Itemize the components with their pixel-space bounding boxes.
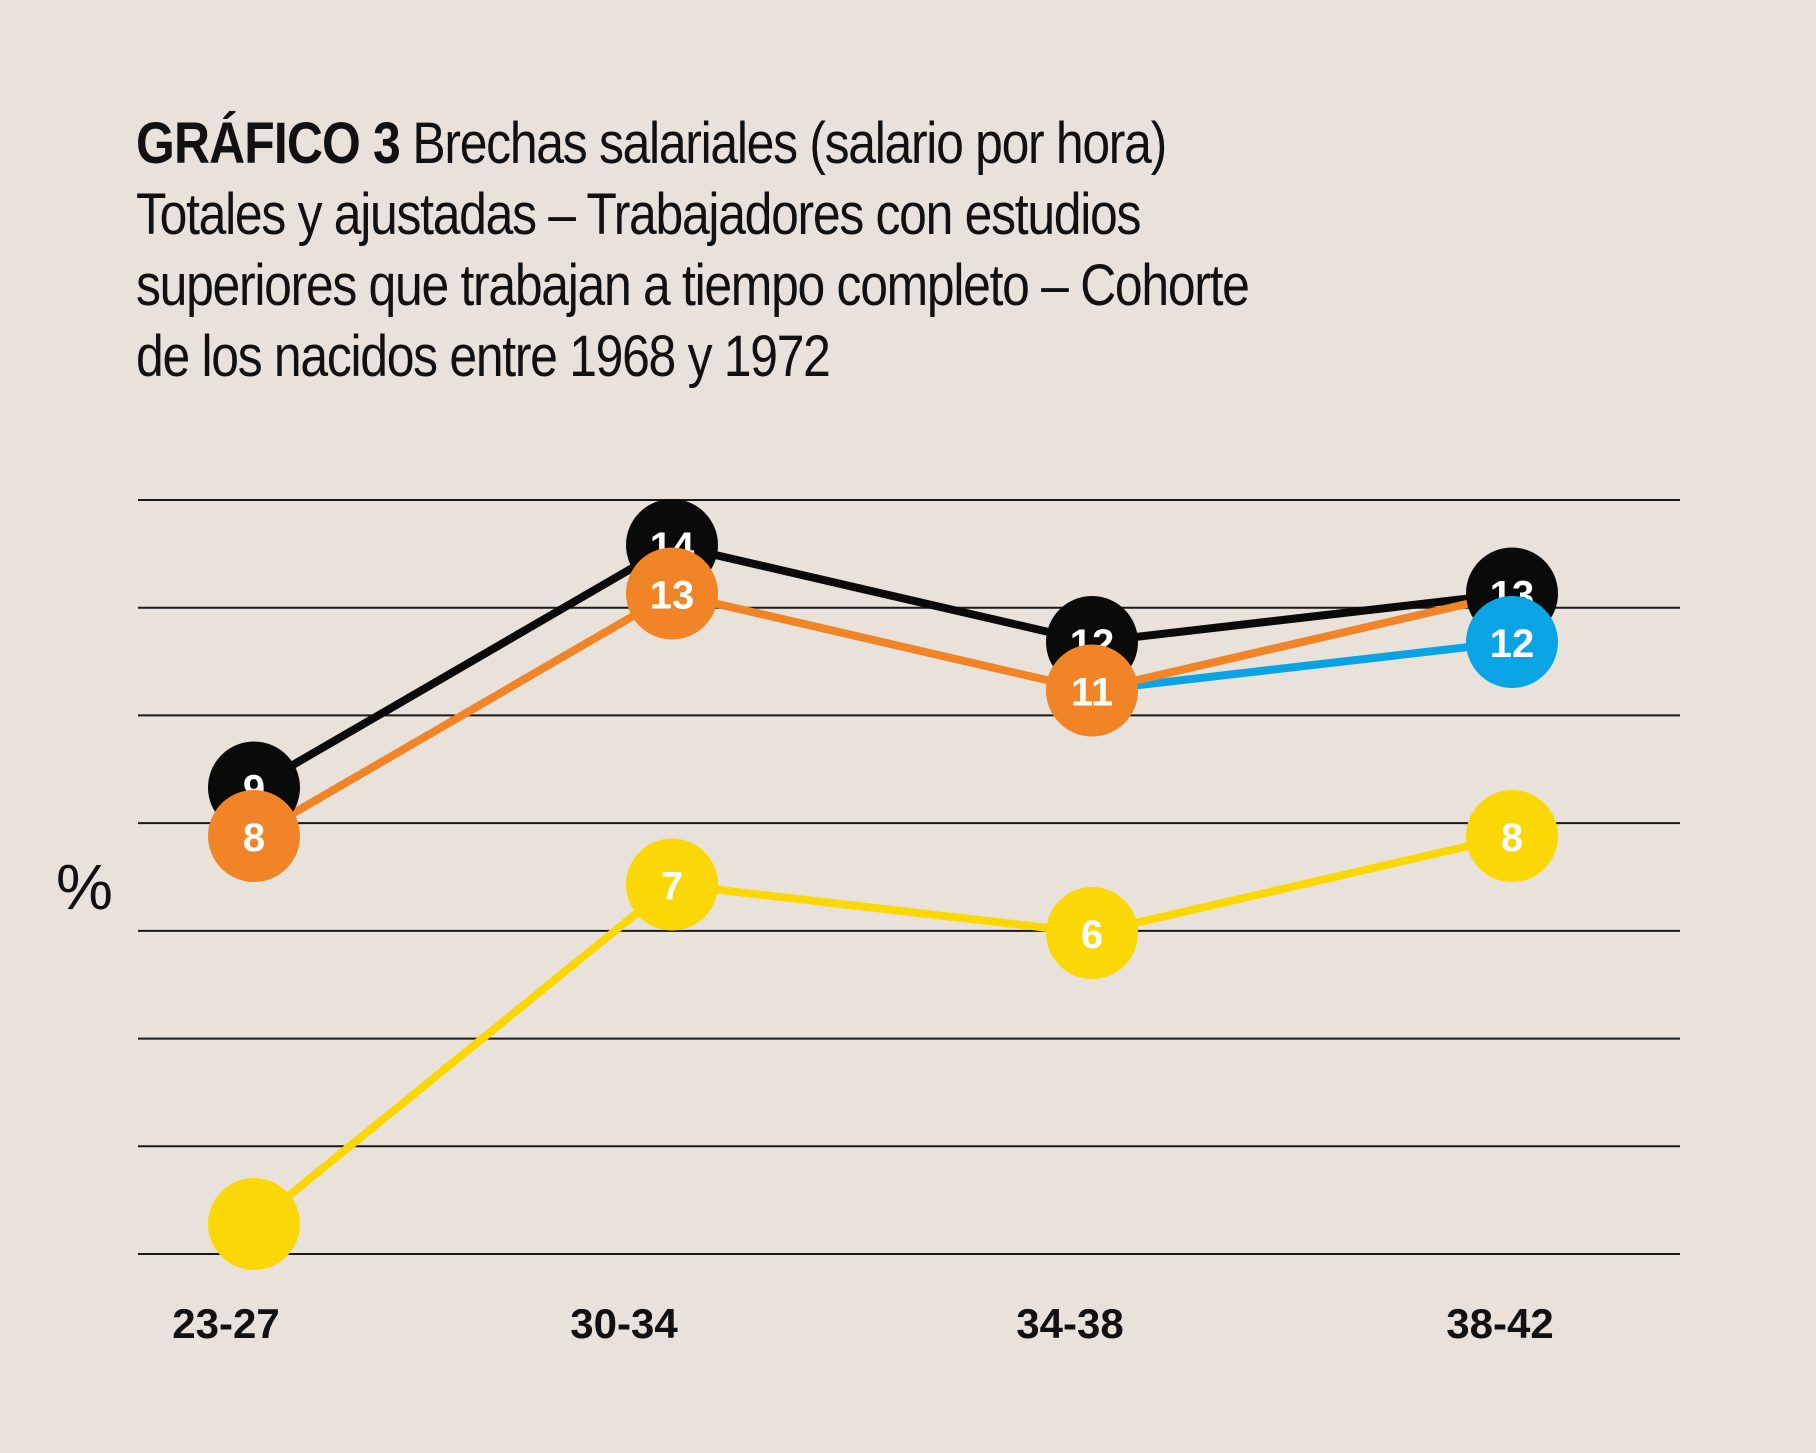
data-point-yellow <box>626 838 718 931</box>
series-line-orange <box>251 589 1513 840</box>
data-label-blue: 12 <box>1490 622 1535 666</box>
chart-title: GRÁFICO 3 Brechas salariales (salario po… <box>136 108 1478 392</box>
data-label-orange: 11 <box>1071 671 1113 715</box>
title-line-2: Totales y ajustadas – Trabajadores con e… <box>136 182 1141 247</box>
title-line-1: GRÁFICO 3 Brechas salariales (salario po… <box>136 108 1478 179</box>
data-label-yellow: 6 <box>1081 913 1103 957</box>
title-line-3: superiores que trabajan a tiempo complet… <box>136 253 1250 318</box>
title-line-4: de los nacidos entre 1968 y 1972 <box>136 324 831 389</box>
data-point-yellow <box>1046 887 1138 979</box>
x-tick-label: 30-34 <box>570 1300 678 1347</box>
data-point-yellow <box>1466 790 1558 882</box>
x-tick-label: 38-42 <box>1446 1300 1553 1347</box>
data-point-yellow <box>208 1178 300 1270</box>
y-axis-label: % <box>56 851 113 923</box>
data-label-yellow: 8 <box>1501 816 1523 860</box>
data-label-orange: 13 <box>650 574 695 618</box>
data-point-blue <box>1466 596 1558 688</box>
title-text-1: Brechas salariales (salario por hora) <box>412 111 1167 176</box>
gridlines <box>138 499 1680 1255</box>
data-label-orange: 8 <box>243 816 265 860</box>
data-point-orange <box>626 547 718 640</box>
chart-number-label: GRÁFICO 3 <box>136 111 401 176</box>
series-line-black <box>251 541 1513 791</box>
x-tick-label: 34-38 <box>1016 1300 1123 1347</box>
series-line-yellow <box>251 832 1513 1228</box>
x-tick-label: 23-27 <box>172 1300 279 1347</box>
data-label-yellow: 7 <box>661 865 683 909</box>
series-line-blue <box>1091 638 1513 695</box>
data-point-orange <box>1046 644 1138 737</box>
data-point-orange <box>208 790 300 882</box>
